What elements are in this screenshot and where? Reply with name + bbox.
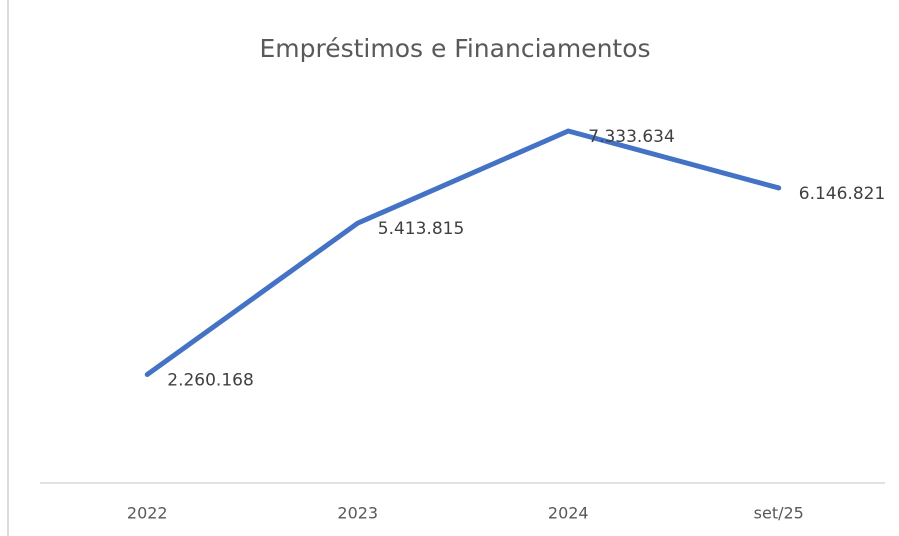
x-tick-label: set/25 <box>754 504 804 523</box>
x-tick-label: 2024 <box>548 504 589 523</box>
data-label: 6.146.821 <box>799 184 886 204</box>
x-tick-label: 2023 <box>337 504 378 523</box>
data-label: 2.260.168 <box>167 371 254 391</box>
chart-title: Empréstimos e Financiamentos <box>259 34 650 63</box>
x-tick-label: 2022 <box>127 504 168 523</box>
data-label: 7.333.634 <box>588 127 675 147</box>
data-line <box>144 128 782 378</box>
data-label: 5.413.815 <box>378 219 465 239</box>
